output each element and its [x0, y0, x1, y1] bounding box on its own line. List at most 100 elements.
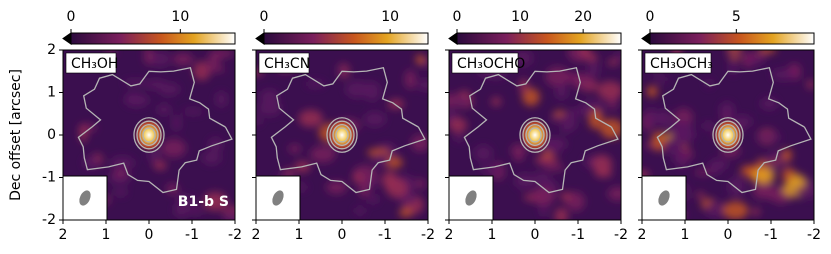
- map: [256, 50, 428, 220]
- noise-blob: [725, 50, 744, 56]
- colorbar-tick-label: 0: [646, 9, 655, 25]
- noise-blob: [588, 109, 603, 130]
- y-axis-label: Dec offset [arcsec]: [8, 69, 24, 201]
- x-tick-label: 0: [724, 227, 733, 243]
- noise-blob: [156, 103, 171, 116]
- contour: [519, 117, 551, 153]
- noise: [76, 50, 235, 220]
- contour: [718, 124, 738, 147]
- noise-blob: [415, 54, 425, 65]
- noise-blob: [182, 108, 204, 115]
- noise-blob: [325, 180, 348, 194]
- contour: [332, 124, 352, 147]
- noise-blob: [591, 154, 613, 173]
- panel-title: CH₃OCH₃: [650, 56, 713, 72]
- y-tick-label: -1: [42, 170, 56, 186]
- source: [326, 117, 358, 153]
- noise-blob: [771, 68, 796, 81]
- colorbar-tick-label: 0: [453, 9, 462, 25]
- noise-blob: [752, 167, 775, 184]
- noise-blob: [694, 169, 712, 176]
- x-tick-label: -2: [228, 227, 242, 243]
- outer-contour: [656, 66, 812, 194]
- noise-blob: [587, 61, 600, 77]
- contour: [335, 127, 349, 143]
- noise-blob: [222, 209, 235, 220]
- noise-blob: [646, 85, 658, 98]
- noise-blob: [728, 176, 745, 197]
- contour: [133, 117, 165, 153]
- title-box: [644, 52, 712, 74]
- panel-title: CH₃CN: [264, 56, 310, 72]
- annotation: B1-b S: [178, 194, 229, 210]
- x-tick-label: -2: [807, 227, 821, 243]
- map: [63, 50, 235, 220]
- noise-blob: [561, 73, 586, 82]
- noise-blob: [387, 98, 405, 110]
- colorbar-tick-label: 10: [381, 9, 399, 25]
- colorbar: [70, 32, 236, 45]
- noise-blob: [579, 50, 591, 59]
- noise-blob: [363, 111, 386, 127]
- noise-blob: [310, 145, 336, 163]
- noise-blob: [209, 50, 234, 58]
- beam: [79, 190, 91, 206]
- title-box: [258, 52, 310, 74]
- noise-blob: [417, 78, 428, 91]
- noise-blob: [193, 61, 211, 81]
- noise-blob: [615, 51, 621, 62]
- noise-blob: [755, 132, 782, 142]
- colorbar-extend: [641, 32, 651, 45]
- beam: [658, 190, 670, 206]
- outer-contour: [270, 66, 426, 194]
- noise-blob: [701, 121, 715, 130]
- noise-blob: [554, 207, 569, 220]
- colorbar-tick-label: 0: [260, 9, 269, 25]
- noise-blob: [352, 172, 363, 184]
- noise-blob: [675, 149, 689, 169]
- noise-blob: [806, 79, 814, 90]
- colorbar: [263, 32, 429, 45]
- contour: [712, 117, 744, 153]
- y-tick-label: 1: [47, 85, 56, 101]
- x-tick-label: 2: [252, 227, 261, 243]
- x-tick-label: 1: [102, 227, 111, 243]
- title-box: [451, 52, 519, 74]
- colorbar-extend: [448, 32, 458, 45]
- noise-blob: [143, 50, 154, 65]
- noise-blob: [510, 143, 527, 158]
- contour: [522, 120, 548, 150]
- noise-blob: [522, 88, 540, 106]
- colorbar-extend: [255, 32, 265, 45]
- noise-blob: [530, 186, 556, 206]
- source: [519, 117, 551, 153]
- colorbar-tick-label: 10: [171, 9, 189, 25]
- outer-contour: [463, 66, 619, 194]
- noise-blob: [748, 57, 765, 66]
- x-tick-label: -2: [614, 227, 628, 243]
- noise-blob: [305, 80, 326, 88]
- x-tick-label: 2: [59, 227, 68, 243]
- noise-blob: [345, 80, 370, 99]
- noise-blob: [368, 194, 379, 205]
- colorbar-tick-label: 10: [511, 9, 529, 25]
- source: [133, 117, 165, 153]
- x-tick-label: 1: [681, 227, 690, 243]
- noise-blob: [607, 59, 619, 66]
- y-tick-label: -2: [42, 212, 56, 228]
- noise-blob: [256, 115, 262, 125]
- noise-blob: [654, 109, 672, 127]
- noise-blob: [153, 160, 167, 171]
- noise-blob: [373, 153, 389, 167]
- noise-blob: [399, 208, 413, 218]
- noise-blob: [201, 151, 222, 165]
- noise-blob: [259, 89, 280, 104]
- noise-blob: [491, 97, 502, 106]
- beam: [272, 190, 284, 206]
- y-tick-label: 0: [47, 127, 56, 143]
- noise-blob: [171, 114, 182, 132]
- contour: [721, 127, 735, 143]
- x-tick-label: 2: [638, 227, 647, 243]
- map: [449, 50, 621, 220]
- panel-title: CH₃OCHO: [457, 56, 525, 72]
